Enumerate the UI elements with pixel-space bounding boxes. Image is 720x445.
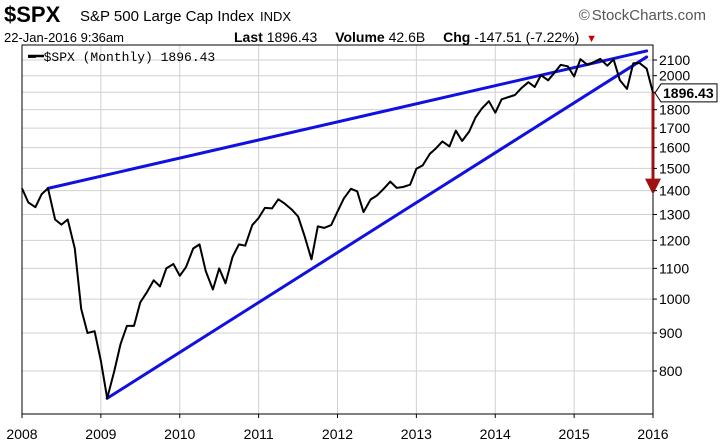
exchange-label: INDX	[260, 9, 292, 24]
last-value: 1896.43	[266, 29, 318, 45]
y-tick-label: 1300	[659, 207, 690, 223]
change-value: -147.51 (-7.22%)	[474, 29, 580, 45]
grid	[21, 45, 654, 414]
y-tick-label: 1600	[659, 140, 690, 156]
y-tick-label: 2100	[659, 52, 690, 68]
y-tick-label: 800	[659, 363, 683, 379]
x-axis-ticks: 2008 2009 2010 2011 2012 2013 2014 2015 2016	[6, 414, 669, 442]
x-tick-label: 2009	[85, 426, 116, 442]
x-tick-label: 2011	[244, 426, 274, 442]
y-tick-label: 1200	[659, 232, 690, 248]
y-tick-label: 1700	[659, 120, 690, 136]
x-tick-label: 2010	[164, 426, 195, 442]
y-tick-label: 1100	[659, 260, 689, 276]
index-name-text: S&P 500 Large Cap Index	[80, 8, 255, 25]
volume-value: 42.6B	[388, 29, 426, 45]
series	[21, 57, 654, 400]
chart-header: $SPX S&P 500 Large Cap Index INDX © StockC…	[0, 0, 720, 52]
trendline-lower	[105, 55, 649, 400]
last-label: Last	[234, 29, 263, 45]
last-price-box	[654, 83, 718, 103]
x-tick-label: 2013	[401, 426, 432, 442]
y-tick-label: 1800	[659, 102, 690, 118]
x-tick-label: 2014	[480, 426, 511, 442]
y-tick-label: 1400	[659, 183, 690, 199]
price-series-line	[21, 57, 654, 400]
projection-arrow-head	[645, 178, 661, 195]
x-tick-label: 2016	[637, 426, 668, 442]
volume-label: Volume	[335, 29, 385, 45]
ticker-symbol: $SPX	[4, 2, 61, 27]
last-price-label: 1896.43	[663, 85, 714, 101]
quote-datetime: 22-Jan-2016 9:36am	[4, 30, 124, 45]
change-label: Chg	[443, 29, 471, 45]
trendline-upper	[46, 49, 649, 190]
x-tick-label: 2008	[6, 426, 37, 442]
x-tick-label: 2012	[322, 426, 353, 442]
down-arrow-icon: ▼	[586, 33, 598, 45]
y-tick-label: 2000	[659, 68, 690, 84]
y-axis-ticks: 800 900 1000 1100 1200 1300 1400 1500 1600 1700 18…	[653, 52, 690, 379]
y-tick-label: 1000	[659, 291, 690, 307]
brand-logo: © StockCharts.com	[579, 7, 706, 24]
legend: — $SPX (Monthly) 1896.43	[27, 50, 215, 65]
x-tick-label: 2015	[559, 426, 590, 442]
copyright-icon: ©	[578, 7, 590, 24]
projection	[645, 92, 661, 195]
last-price-tag: 1896.43	[654, 83, 718, 103]
legend-label: — $SPX (Monthly) 1896.43	[27, 50, 215, 65]
trendlines	[46, 49, 649, 400]
y-tick-label: 900	[659, 325, 683, 341]
y-tick-label: 1500	[659, 160, 690, 176]
quote-summary: Last 1896.43 Volume 42.6B Chg -147.51 (-…	[234, 29, 597, 45]
index-name: S&P 500 Large Cap Index INDX	[80, 8, 291, 25]
brand-text: StockCharts.com	[591, 7, 706, 24]
